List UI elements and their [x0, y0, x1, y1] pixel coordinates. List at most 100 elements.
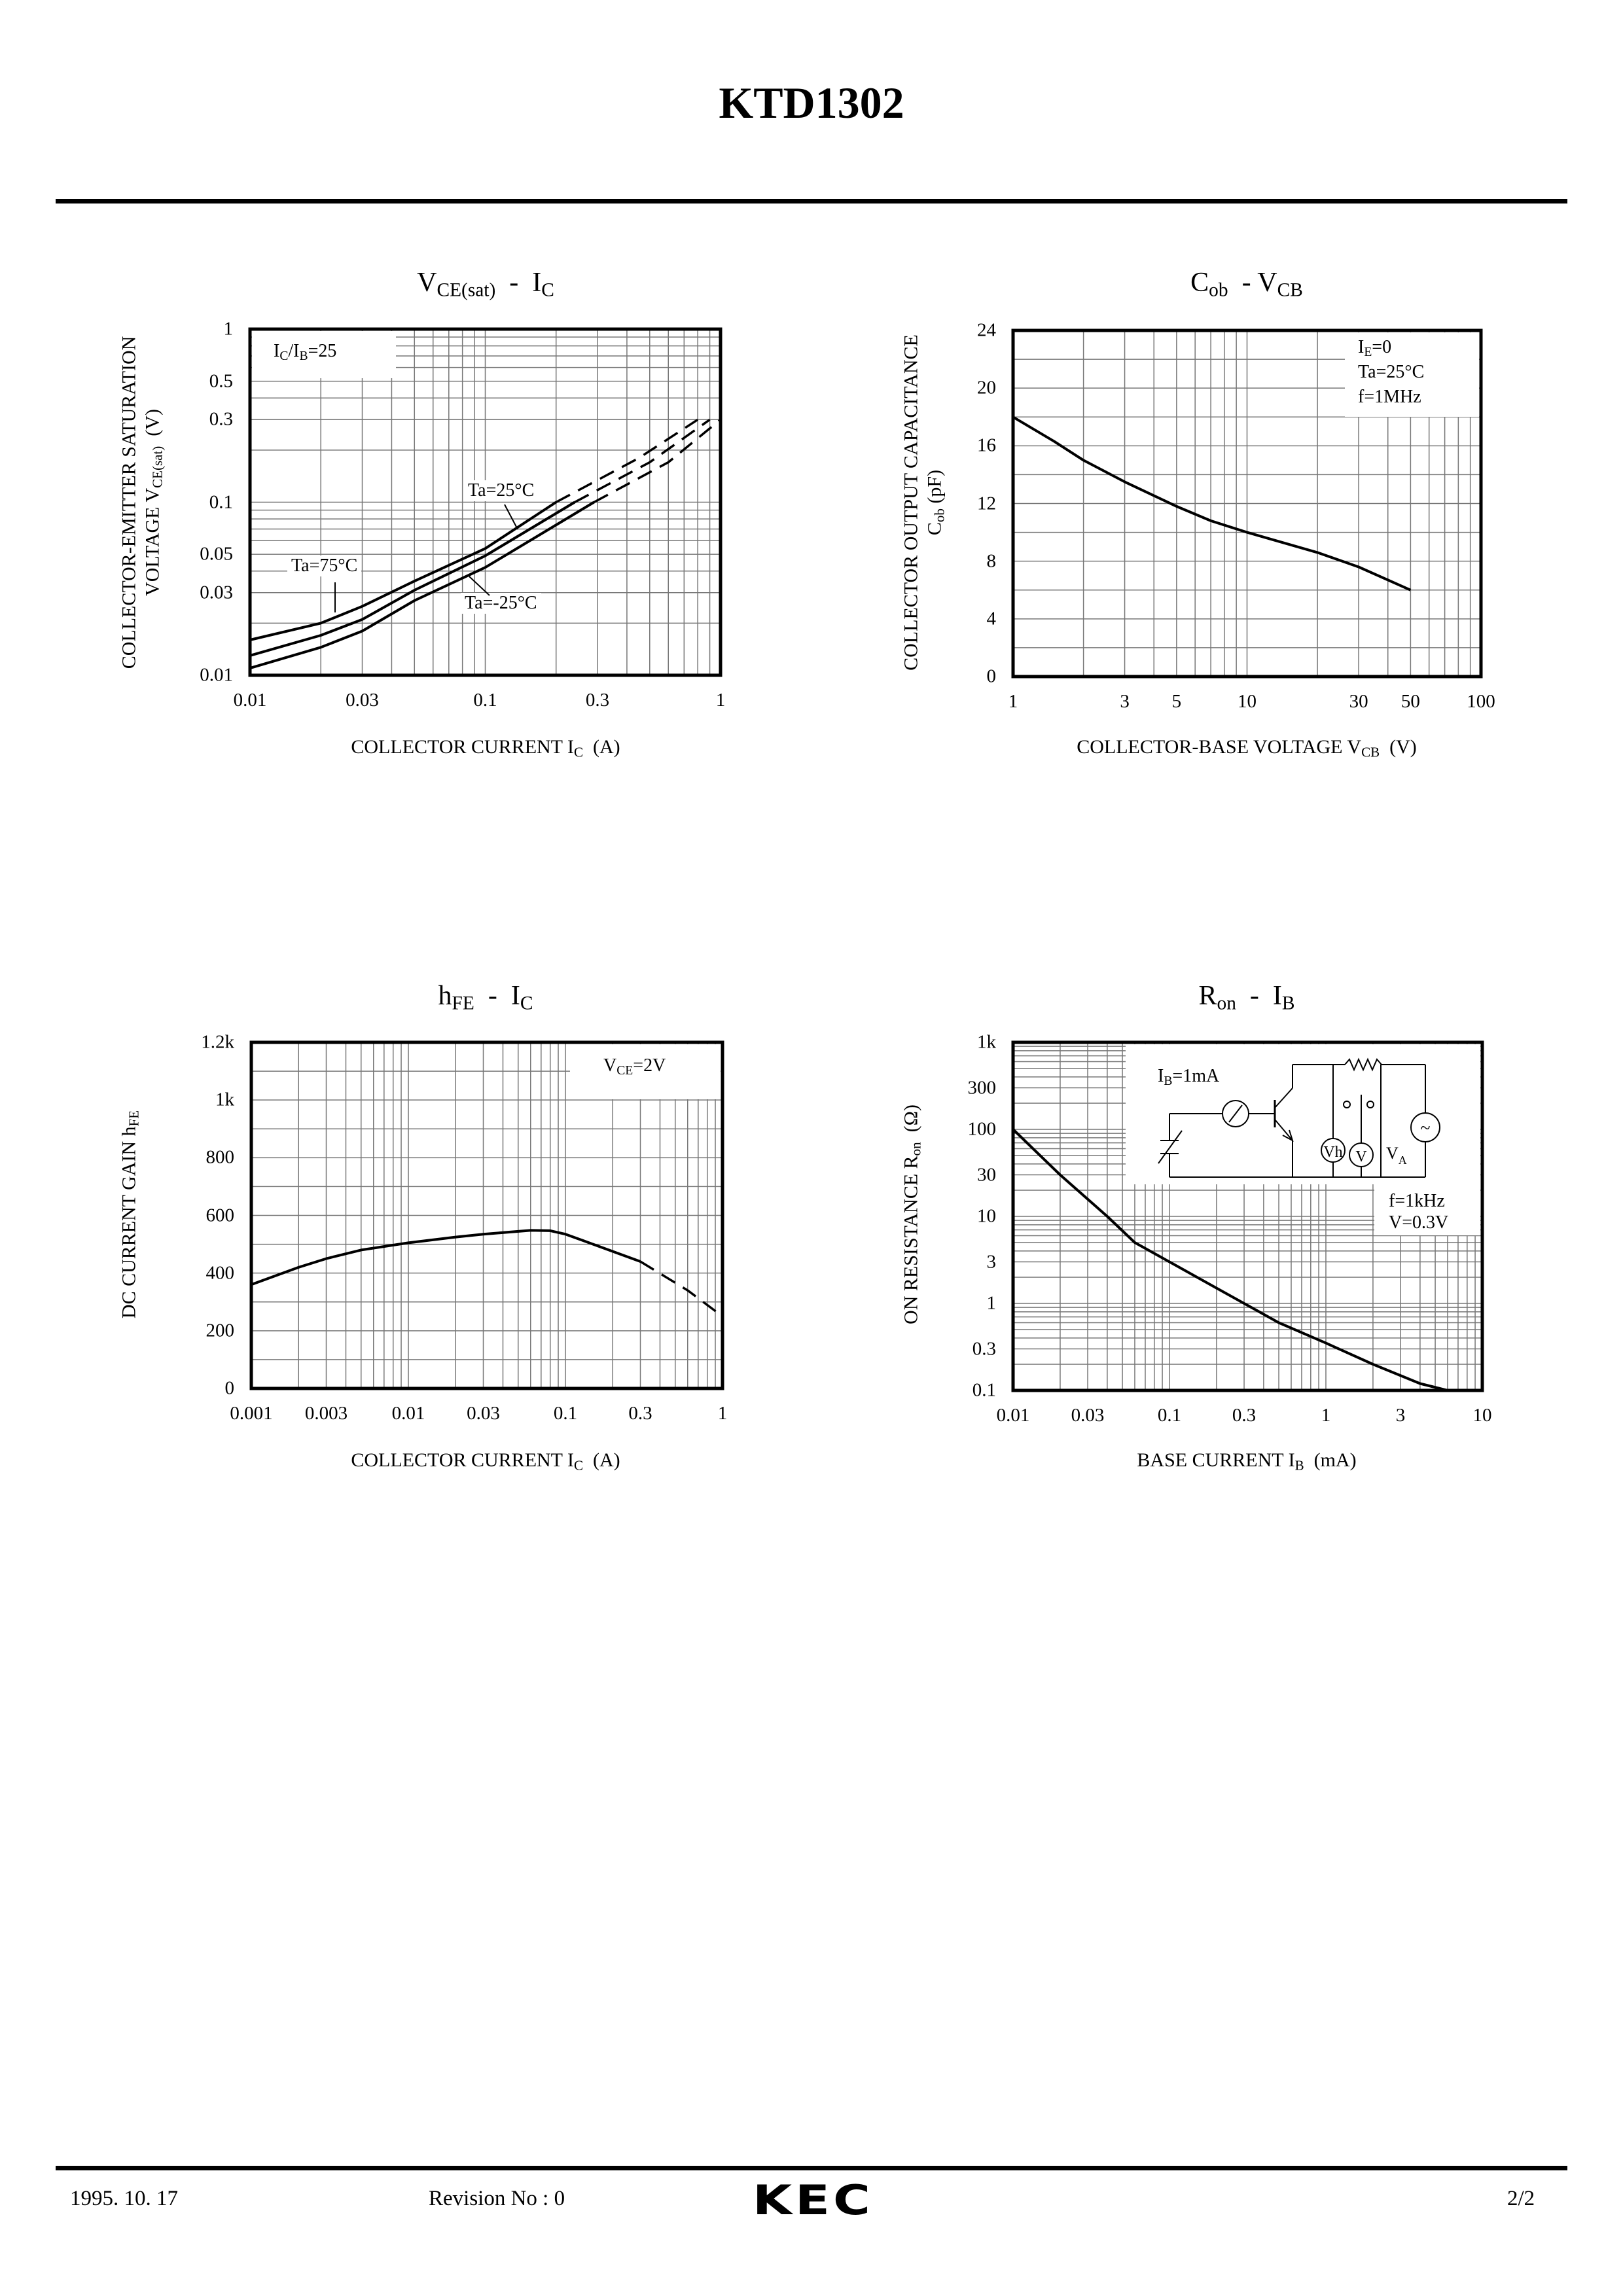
legend-text: =0 — [1372, 337, 1392, 357]
x-axis-label: COLLECTOR CURRENT IC (A) — [351, 736, 620, 760]
x-tick-label: 1 — [717, 1403, 728, 1424]
chart-title-ron-ib: Ron - IB — [1199, 980, 1295, 1014]
x-tick-label: 0.03 — [1071, 1405, 1105, 1426]
y-tick-label: 0.05 — [200, 543, 233, 565]
x-label-text: BASE CURRENT I — [1137, 1449, 1295, 1471]
title-text: h — [438, 981, 452, 1011]
v-label: V — [1355, 1148, 1367, 1165]
legend-freq: f=1kHz — [1389, 1191, 1445, 1211]
chart-title-cob-vcb: Cob - VCB — [1190, 267, 1303, 301]
y-tick-label: 1 — [223, 318, 234, 340]
y-label-line1: COLLECTOR-EMITTER SATURATION — [118, 336, 140, 669]
legend-box — [1374, 1183, 1480, 1235]
y-label-unit: (V) — [141, 409, 164, 446]
title-sub: ob — [1209, 279, 1228, 301]
y-tick-label: 30 — [977, 1164, 996, 1186]
annotation-arrow — [469, 576, 490, 596]
x-tick-label: 0.3 — [628, 1403, 652, 1424]
y-tick-label: 12 — [977, 493, 996, 514]
chart-ron-ib: IB=1mA f=1kHz V=0.3V — [968, 1032, 1492, 1426]
legend-sub: B — [299, 349, 308, 363]
y-axis-label: DC CURRENT GAIN hFE — [117, 1110, 145, 1318]
series-label-ta75: Ta=75°C — [287, 556, 362, 576]
va-text: V — [1386, 1144, 1399, 1163]
curve-layer — [249, 1040, 724, 1390]
y-tick-label: 20 — [977, 377, 996, 398]
y-tick-label: 1k — [215, 1089, 234, 1110]
x-tick-label: 0.01 — [233, 690, 267, 711]
x-label-text: COLLECTOR CURRENT I — [351, 1449, 574, 1471]
chart-hfe-ic: VCE=2V 0.001 0.003 0.01 0.03 0.1 0.3 1 0 200 400 6… — [201, 1032, 727, 1424]
y-label-sub: CE(sat) — [149, 446, 166, 488]
y-tick-label: 1k — [977, 1031, 996, 1053]
va-sub: A — [1399, 1154, 1407, 1167]
plot-frame — [1011, 1040, 1484, 1392]
y-tick-label: 0.1 — [972, 1379, 996, 1401]
title-sub: C — [520, 993, 533, 1014]
title-text: V — [417, 268, 437, 298]
chart-title-vcesat-ic: VCE(sat) - IC — [417, 267, 554, 301]
legend-text: V — [603, 1055, 617, 1076]
x-tick-label: 3 — [1395, 1405, 1406, 1426]
x-tick-label: 0.3 — [585, 690, 610, 711]
chart-title-hfe-ic: hFE - IC — [438, 980, 533, 1014]
x-tick-label: 0.03 — [346, 690, 379, 711]
x-tick-label: 0.01 — [391, 1403, 425, 1424]
legend-voltage: V=0.3V — [1389, 1212, 1449, 1233]
y-tick-label: 0 — [224, 1377, 235, 1399]
legend-text: =2V — [633, 1055, 666, 1076]
x-tick-label: 30 — [1349, 691, 1368, 712]
document-title: KTD1302 — [719, 78, 904, 128]
x-label-sub: C — [573, 744, 583, 760]
legend-sub: B — [1164, 1074, 1173, 1088]
x-label-sub: B — [1294, 1457, 1304, 1474]
series-line-extrapolated — [639, 1260, 724, 1318]
title-sub: B — [1281, 993, 1295, 1014]
title-text: C — [1190, 268, 1209, 298]
y-label-text: DC CURRENT GAIN h — [118, 1126, 140, 1319]
y-label-sub: on — [908, 1142, 924, 1156]
y-axis-label: COLLECTOR-EMITTER SATURATION VOLTAGE VCE(… — [117, 336, 169, 669]
legend-text: I — [1158, 1066, 1164, 1086]
y-axis-label: ON RESISTANCE Ron (Ω) — [899, 1104, 927, 1324]
plot-frame — [249, 1040, 724, 1390]
legend-sub: CE — [616, 1063, 633, 1078]
x-tick-label: 0.3 — [1232, 1405, 1257, 1426]
x-tick-label: 100 — [1467, 691, 1495, 712]
y-tick-label: 300 — [967, 1077, 997, 1099]
test-circuit-diagram — [1158, 1057, 1440, 1178]
y-tick-label: 600 — [205, 1205, 235, 1226]
series-line — [249, 501, 576, 657]
legend-text: =25 — [308, 341, 337, 361]
legend-sub: E — [1364, 345, 1372, 359]
y-label-unit: (pF) — [923, 469, 946, 509]
x-tick-label: 0.1 — [1157, 1405, 1182, 1426]
plot-frame — [248, 327, 722, 677]
y-label-text: ON RESISTANCE R — [900, 1156, 922, 1324]
x-tick-label: 0.03 — [467, 1403, 500, 1424]
kec-logo: KEC — [753, 2176, 874, 2224]
y-tick-label: 100 — [967, 1118, 997, 1140]
x-label-sub: CB — [1361, 744, 1380, 760]
y-label-text: C — [923, 522, 946, 536]
x-axis-label: BASE CURRENT IB (mA) — [1137, 1449, 1356, 1474]
vh-meter-icon — [1321, 1138, 1346, 1163]
footer-rule — [56, 2166, 1567, 2170]
x-label-unit: (A) — [582, 736, 620, 758]
title-sub: FE — [452, 993, 474, 1014]
x-label-text: COLLECTOR CURRENT I — [351, 736, 574, 758]
curve-layer — [1011, 328, 1483, 679]
y-tick-label: 0.1 — [209, 491, 233, 512]
series-label-ta25: Ta=25°C — [464, 480, 539, 501]
legend-vce: VCE=2V — [603, 1055, 666, 1078]
y-tick-label: 8 — [986, 550, 997, 572]
resistor-icon — [1344, 1057, 1382, 1072]
series-line — [251, 1229, 641, 1286]
y-tick-label: 1.2k — [201, 1031, 234, 1053]
x-axis-label: COLLECTOR-BASE VOLTAGE VCB (V) — [1077, 736, 1417, 760]
legend-ta: Ta=25°C — [1358, 362, 1425, 382]
footer-revision: Revision No : 0 — [429, 2187, 565, 2210]
series-line — [249, 501, 557, 641]
series-line-extrapolated — [593, 418, 722, 504]
x-label-unit: (A) — [582, 1449, 620, 1471]
